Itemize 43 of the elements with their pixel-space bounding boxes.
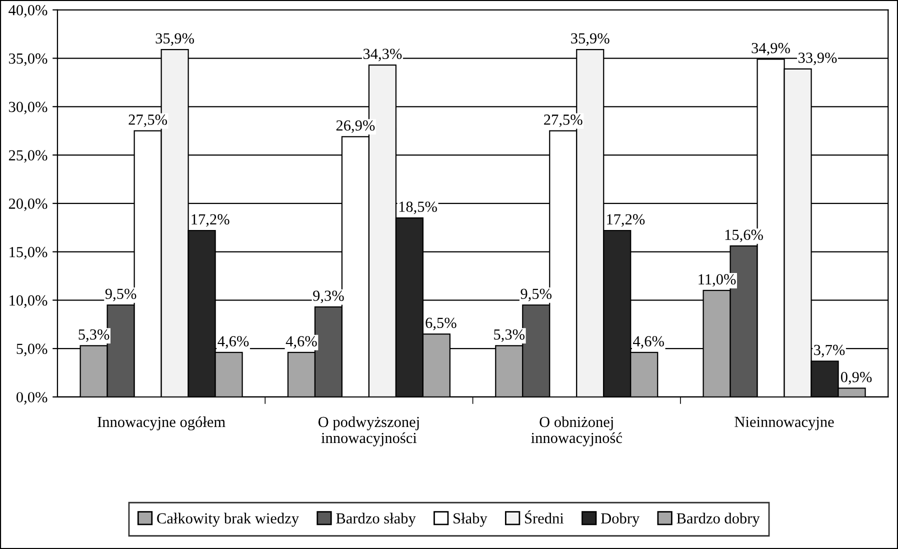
data-label: 27,5% [544, 114, 582, 128]
legend-label: Bardzo słaby [336, 512, 416, 527]
x-tick-label: Nieinnowacyjne [734, 416, 834, 430]
data-label: 9,3% [313, 290, 344, 304]
x-tick-label: O podwyższonej innowacyjności [318, 416, 419, 446]
y-tick-label: 35,0% [9, 53, 48, 66]
data-label: 18,5% [399, 202, 437, 214]
data-label: 9,5% [520, 288, 552, 302]
data-label: 26,9% [336, 120, 375, 133]
y-tick-label: 40,0% [8, 5, 48, 18]
data-label: 4,6% [632, 336, 664, 349]
data-label: 4,6% [218, 336, 249, 349]
x-tick-label: O obniżonej innowacyjność [531, 416, 622, 446]
legend-label: Dobry [601, 512, 640, 527]
data-label: 27,5% [128, 114, 168, 128]
data-label: 4,6% [286, 336, 317, 349]
data-label: 5,3% [494, 329, 525, 342]
data-label: 33,9% [798, 52, 837, 66]
legend-label: Słaby [454, 512, 488, 527]
data-label: 17,2% [192, 214, 230, 227]
data-label: 6,5% [426, 318, 456, 330]
y-tick-label: 30,0% [9, 102, 48, 114]
data-label: 3,7% [814, 344, 845, 358]
data-label: 34,3% [363, 48, 402, 62]
data-label: 9,5% [105, 288, 136, 302]
data-label: 5,3% [78, 329, 110, 342]
y-tick-label: 10,0% [10, 295, 48, 308]
data-label: 17,2% [607, 214, 645, 227]
y-tick-label: 15,0% [10, 246, 48, 260]
data-label: 15,6% [725, 230, 764, 242]
y-tick-label: 5,0% [16, 344, 48, 356]
x-tick-label: Innowacyjne ogółem [98, 416, 226, 430]
y-tick-label: 25,0% [8, 150, 48, 163]
data-label: 35,9% [156, 33, 194, 46]
y-tick-label: 20,0% [8, 198, 48, 212]
legend-label: Bardzo dobry [676, 512, 760, 527]
y-tick-label: 0,0% [16, 392, 48, 405]
legend-label: Całkowity brak wiedzy [157, 512, 299, 527]
data-label: 35,9% [571, 33, 610, 46]
data-label: 34,9% [752, 42, 790, 56]
data-label: 0,9% [840, 372, 872, 384]
data-label: 11,0% [698, 274, 736, 287]
legend-label: Średni [525, 510, 564, 524]
